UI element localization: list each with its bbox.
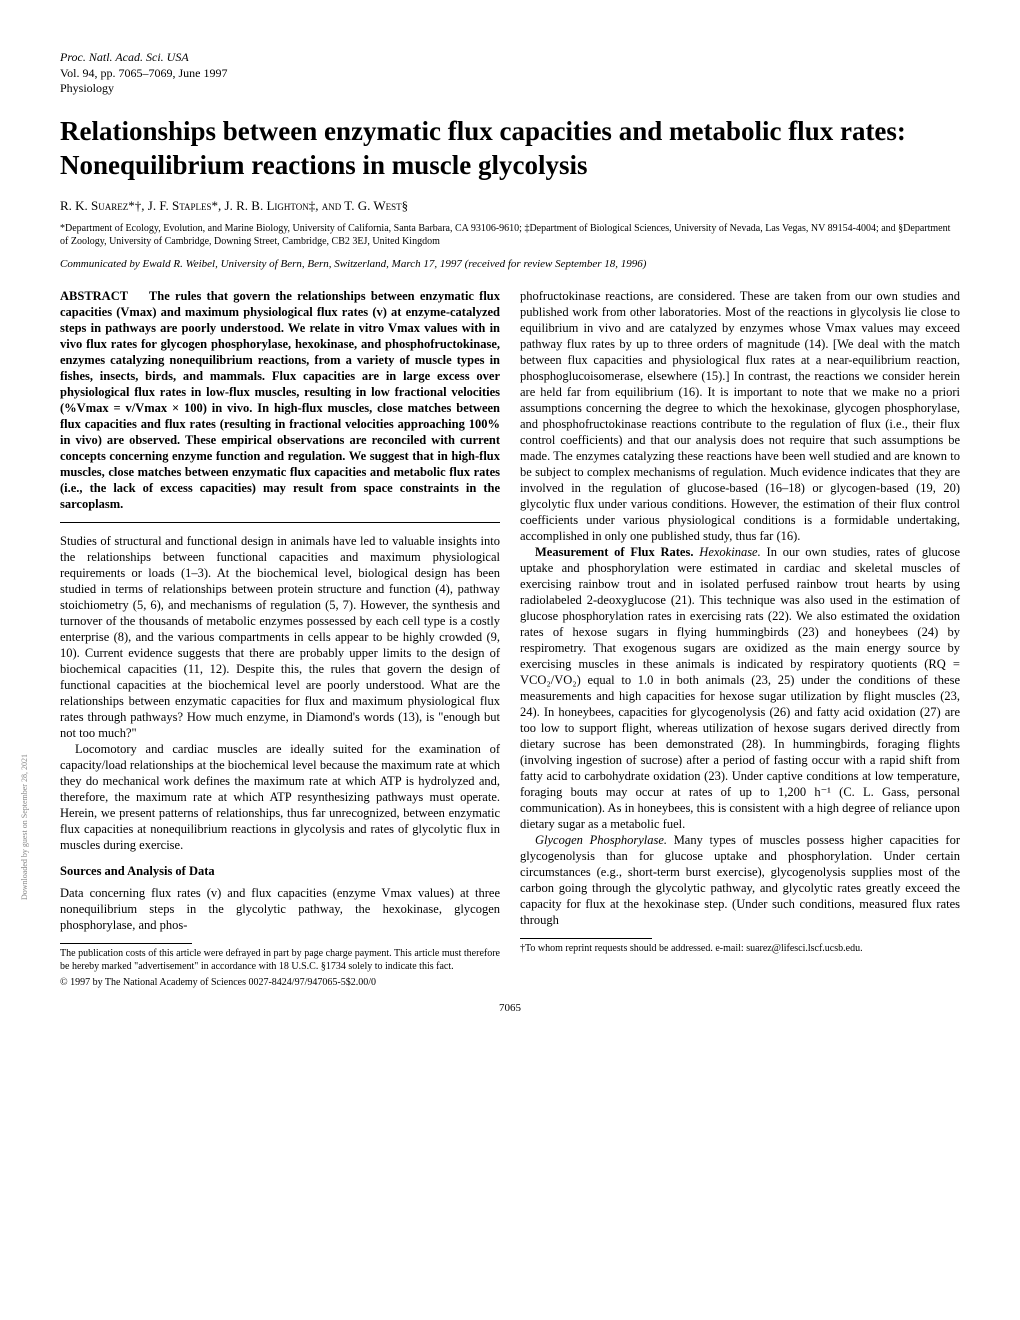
- communicated-by: Communicated by Ewald R. Weibel, Univers…: [60, 258, 960, 270]
- glycogen-subheading: Glycogen Phosphorylase.: [535, 833, 667, 847]
- journal-name: Proc. Natl. Acad. Sci. USA: [60, 50, 960, 66]
- right-para-3-text: Many types of muscles possess higher cap…: [520, 833, 960, 927]
- two-column-body: ABSTRACT The rules that govern the relat…: [60, 288, 960, 990]
- right-para-3: Glycogen Phosphorylase. Many types of mu…: [520, 832, 960, 928]
- affiliations: *Department of Ecology, Evolution, and M…: [60, 222, 960, 248]
- journal-section: Physiology: [60, 81, 960, 97]
- right-para-2-text: In our own studies, rates of glucose upt…: [520, 545, 960, 831]
- journal-header: Proc. Natl. Acad. Sci. USA Vol. 94, pp. …: [60, 50, 960, 97]
- footer-publication-costs: The publication costs of this article we…: [60, 948, 500, 973]
- footer-correspondence: †To whom reprint requests should be addr…: [520, 943, 960, 956]
- footer-rule-right: [520, 938, 652, 939]
- left-column: ABSTRACT The rules that govern the relat…: [60, 288, 500, 990]
- intro-para-1: Studies of structural and functional des…: [60, 533, 500, 741]
- measurement-heading: Measurement of Flux Rates.: [535, 545, 693, 559]
- journal-vol: Vol. 94, pp. 7065–7069, June 1997: [60, 66, 960, 82]
- footer-copyright: © 1997 by The National Academy of Scienc…: [60, 977, 500, 990]
- section-heading-sources: Sources and Analysis of Data: [60, 863, 500, 879]
- right-para-1: phofructokinase reactions, are considere…: [520, 288, 960, 544]
- sources-para-1: Data concerning flux rates (v) and flux …: [60, 885, 500, 933]
- right-para-2: Measurement of Flux Rates. Hexokinase. I…: [520, 544, 960, 832]
- abstract-block: ABSTRACT The rules that govern the relat…: [60, 288, 500, 512]
- download-watermark: Downloaded by guest on September 28, 202…: [20, 754, 29, 900]
- intro-para-2: Locomotory and cardiac muscles are ideal…: [60, 741, 500, 853]
- footer-rule-left: [60, 943, 192, 944]
- article-title: Relationships between enzymatic flux cap…: [60, 115, 960, 183]
- right-column: phofructokinase reactions, are considere…: [520, 288, 960, 990]
- abstract-text: The rules that govern the relationships …: [60, 289, 500, 511]
- page-number: 7065: [60, 1002, 960, 1014]
- hexokinase-subheading: Hexokinase.: [699, 545, 760, 559]
- abstract-rule: [60, 522, 500, 523]
- abstract-label: ABSTRACT: [60, 289, 128, 303]
- authors: R. K. Suarez*†, J. F. Staples*, J. R. B.…: [60, 198, 960, 214]
